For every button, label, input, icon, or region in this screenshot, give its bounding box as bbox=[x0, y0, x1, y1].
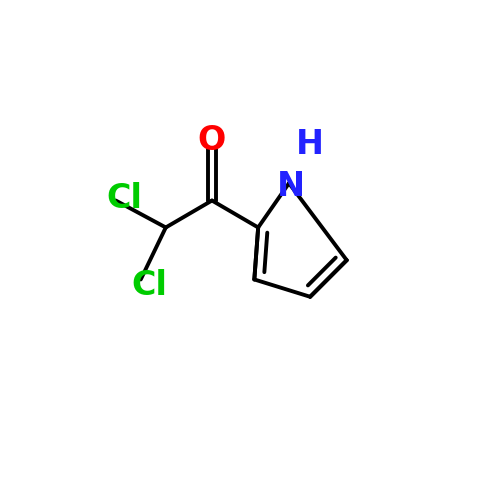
Text: Cl: Cl bbox=[131, 268, 167, 302]
Text: N: N bbox=[277, 170, 305, 203]
Text: Cl: Cl bbox=[106, 182, 142, 215]
Text: O: O bbox=[198, 124, 226, 158]
Text: H: H bbox=[296, 128, 324, 161]
